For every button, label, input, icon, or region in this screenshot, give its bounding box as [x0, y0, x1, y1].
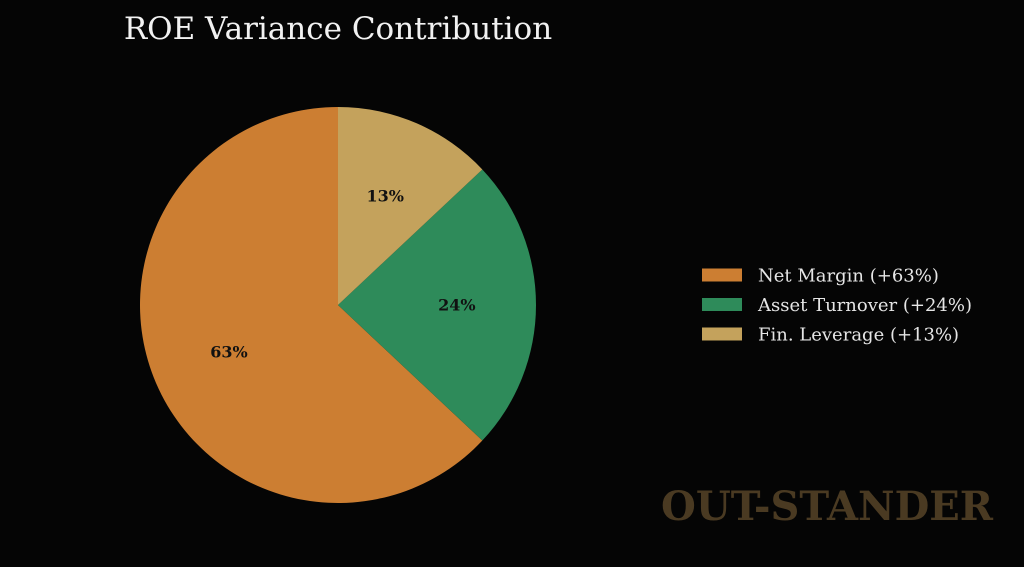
chart-title: ROE Variance Contribution [124, 11, 552, 47]
pie-slice-1 [139, 107, 483, 503]
legend-label-1: Net Margin (+63%) [758, 266, 939, 287]
slice-label-2: 24% [438, 296, 475, 315]
legend-swatch-2 [702, 298, 742, 311]
pie-slice-2 [338, 169, 536, 441]
watermark: OUT-STANDER [661, 483, 994, 530]
legend-label-2: Asset Turnover (+24%) [757, 295, 972, 316]
legend-swatch-3 [702, 327, 742, 341]
slice-label-1: 63% [210, 343, 247, 362]
slice-label-3: 13% [366, 186, 403, 205]
legend-label-3: Fin. Leverage (+13%) [758, 325, 959, 346]
pie-slice-3 [338, 107, 483, 305]
legend: Net Margin (+63%) Asset Turnover (+24%) Fi… [702, 266, 972, 346]
legend-swatch-1 [702, 268, 742, 282]
pie: 63% 24% 13% [139, 107, 536, 503]
